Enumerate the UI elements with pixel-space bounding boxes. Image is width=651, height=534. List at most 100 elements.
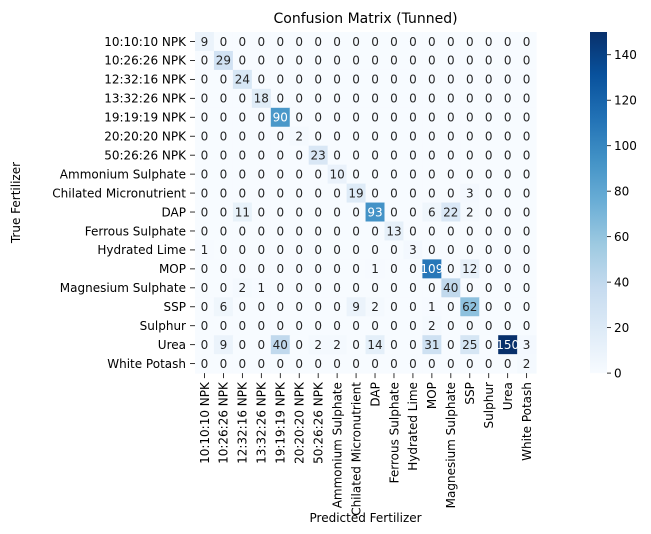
heatmap-cell bbox=[441, 145, 461, 166]
heatmap-cell bbox=[479, 202, 499, 222]
heatmap-cell bbox=[422, 335, 442, 355]
colorbar bbox=[590, 32, 607, 374]
heatmap-cell bbox=[384, 335, 404, 355]
heatmap-cell bbox=[384, 202, 404, 222]
x-tick-label: 13:32:26 NPK bbox=[255, 381, 269, 464]
heatmap-cell bbox=[460, 202, 480, 222]
cell-value-label: 0 bbox=[314, 224, 322, 238]
heatmap-cell bbox=[289, 69, 310, 90]
cell-value-label: 0 bbox=[371, 281, 379, 295]
heatmap-cell bbox=[479, 259, 499, 279]
cell-value-label: 0 bbox=[409, 130, 417, 144]
heatmap-cell bbox=[251, 164, 272, 185]
heatmap-cell bbox=[289, 240, 310, 260]
heatmap-cell bbox=[441, 297, 461, 317]
heatmap-cell bbox=[403, 164, 423, 185]
heatmap-cell bbox=[498, 145, 518, 166]
cell-value-label: 0 bbox=[276, 319, 284, 333]
heatmap-cell bbox=[498, 50, 518, 71]
y-tick-label: 20:20:20 NPK bbox=[104, 130, 187, 144]
heatmap-cell bbox=[365, 145, 385, 166]
heatmap-cell bbox=[498, 259, 518, 279]
cell-value-label: 0 bbox=[466, 54, 474, 68]
heatmap-cell bbox=[441, 354, 461, 374]
heatmap-cell bbox=[346, 335, 367, 355]
heatmap-cell bbox=[517, 278, 537, 298]
x-tick-label: Magnesium Sulphate bbox=[444, 382, 458, 508]
cell-value-label: 0 bbox=[276, 186, 284, 200]
heatmap-cell bbox=[195, 202, 215, 222]
heatmap-cell bbox=[308, 240, 329, 260]
y-tick-label: DAP bbox=[162, 205, 186, 219]
heatmap-cell bbox=[384, 164, 404, 185]
heatmap-cell bbox=[422, 354, 442, 374]
heatmap-cell bbox=[213, 164, 234, 185]
x-tick-label: 20:20:20 NPK bbox=[293, 381, 307, 464]
heatmap-cell bbox=[365, 240, 385, 260]
heatmap-cell bbox=[232, 221, 253, 241]
cell-value-label: 0 bbox=[447, 111, 455, 125]
cell-value-label: 0 bbox=[447, 243, 455, 257]
heatmap-cell bbox=[365, 88, 385, 109]
cell-value-label: 0 bbox=[428, 111, 436, 125]
heatmap-cell bbox=[460, 335, 480, 355]
heatmap-cell bbox=[422, 278, 442, 298]
cell-value-label: 0 bbox=[523, 54, 531, 68]
heatmap-cell bbox=[270, 126, 291, 147]
heatmap-cell bbox=[479, 354, 499, 374]
cell-value-label: 0 bbox=[314, 167, 322, 181]
heatmap-cell bbox=[441, 259, 461, 279]
heatmap-cell bbox=[441, 183, 461, 204]
heatmap-cell bbox=[498, 69, 518, 90]
cell-value-label: 0 bbox=[333, 148, 341, 162]
heatmap-cell bbox=[308, 221, 329, 241]
x-tick-label: MOP bbox=[425, 382, 439, 409]
cell-value-label: 0 bbox=[409, 319, 417, 333]
cell-value-label: 0 bbox=[352, 92, 360, 106]
cell-value-label: 0 bbox=[295, 319, 303, 333]
heatmap-cell bbox=[270, 297, 291, 317]
cell-value-label: 0 bbox=[201, 205, 209, 219]
heatmap-cell bbox=[498, 316, 518, 336]
cell-value-label: 0 bbox=[390, 167, 398, 181]
cell-value-label: 0 bbox=[239, 92, 247, 106]
heatmap-cell bbox=[403, 69, 423, 90]
cell-value-label: 0 bbox=[428, 357, 436, 371]
heatmap-cell bbox=[270, 164, 291, 185]
cell-value-label: 0 bbox=[333, 319, 341, 333]
cell-value-label: 0 bbox=[276, 262, 284, 276]
y-tick-label: Sulphur bbox=[140, 319, 186, 333]
heatmap-cell bbox=[327, 164, 348, 185]
heatmap-cell bbox=[346, 69, 367, 90]
heatmap-cell bbox=[479, 50, 499, 71]
cell-value-label: 0 bbox=[295, 148, 303, 162]
heatmap-cell bbox=[498, 335, 518, 355]
cell-value-label: 0 bbox=[485, 35, 493, 49]
cell-value-label: 0 bbox=[295, 205, 303, 219]
cell-value-label: 0 bbox=[352, 243, 360, 257]
cell-value-label: 31 bbox=[424, 338, 439, 352]
cell-value-label: 0 bbox=[390, 205, 398, 219]
cell-value-label: 0 bbox=[371, 92, 379, 106]
cell-value-label: 0 bbox=[390, 73, 398, 87]
heatmap-cell bbox=[213, 202, 234, 222]
y-tick-label: Ammonium Sulphate bbox=[60, 167, 186, 181]
cell-value-label: 62 bbox=[462, 300, 477, 314]
heatmap-cell bbox=[365, 221, 385, 241]
cell-value-label: 0 bbox=[504, 281, 512, 295]
cell-value-label: 0 bbox=[220, 281, 228, 295]
cell-value-label: 0 bbox=[239, 148, 247, 162]
heatmap-cell bbox=[517, 354, 537, 374]
cell-value-label: 0 bbox=[220, 35, 228, 49]
heatmap-cell bbox=[346, 88, 367, 109]
cell-value-label: 0 bbox=[314, 319, 322, 333]
cell-value-label: 0 bbox=[258, 73, 266, 87]
heatmap-cell bbox=[213, 259, 234, 279]
heatmap-cell bbox=[517, 259, 537, 279]
cell-value-label: 18 bbox=[254, 92, 269, 106]
heatmap-cell bbox=[460, 145, 480, 166]
heatmap-cell bbox=[289, 297, 310, 317]
heatmap-cell bbox=[460, 50, 480, 71]
x-tick-label: 10:26:26 NPK bbox=[217, 381, 231, 464]
